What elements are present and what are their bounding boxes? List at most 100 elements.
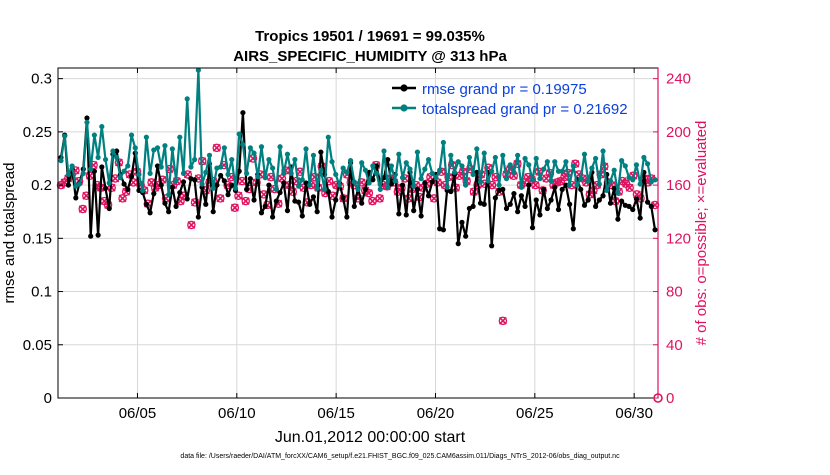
spread-point xyxy=(110,148,116,154)
rmse-point xyxy=(500,186,506,192)
rmse-point xyxy=(65,182,72,188)
spread-point xyxy=(307,182,313,188)
rmse-point xyxy=(448,188,454,195)
spread-point xyxy=(270,165,276,171)
spread-point xyxy=(180,170,187,176)
rmse-point xyxy=(214,182,220,188)
spread-point xyxy=(422,166,428,172)
spread-point xyxy=(515,152,521,158)
spread-point xyxy=(347,158,354,164)
spread-point xyxy=(218,164,224,170)
rmse-point xyxy=(388,181,395,187)
spread-point xyxy=(589,165,595,171)
rmse-point xyxy=(344,214,350,220)
obs-evaluated-marker xyxy=(234,191,243,200)
x-tick-label: 06/20 xyxy=(417,405,455,422)
rmse-point xyxy=(470,203,476,209)
legend: rmse grand pr = 0.19975 totalspread gran… xyxy=(392,81,628,118)
rmse-point xyxy=(581,202,588,208)
spread-point xyxy=(611,167,617,173)
obs-possible-marker xyxy=(625,183,634,193)
spread-point xyxy=(474,146,480,152)
rmse-point xyxy=(422,180,428,186)
spread-point xyxy=(106,180,112,186)
obs-evaluated-marker xyxy=(230,203,239,212)
spread-point xyxy=(362,167,369,173)
rmse-point xyxy=(440,227,446,233)
obs-evaluated-marker xyxy=(111,174,120,183)
spread-point xyxy=(281,170,287,176)
rmse-point xyxy=(99,164,105,170)
spread-point xyxy=(251,150,257,156)
rmse-point xyxy=(307,201,313,207)
spread-point xyxy=(184,96,190,102)
spread-point xyxy=(262,175,268,181)
data-file-footer: data file: /Users/raeder/DAI/ATM_forcXX/… xyxy=(180,453,620,460)
spread-point xyxy=(403,160,409,166)
spread-point xyxy=(140,187,146,194)
spread-point xyxy=(244,170,250,176)
rmse-point xyxy=(128,173,135,180)
rmse-point xyxy=(229,182,235,188)
rmse-point xyxy=(600,193,606,199)
spread-point xyxy=(117,175,123,181)
obs-evaluated-marker xyxy=(78,205,87,214)
rmse-point xyxy=(106,205,112,212)
spread-point xyxy=(537,176,543,182)
rmse-point xyxy=(73,195,79,201)
rmse-point xyxy=(143,201,149,207)
spread-point xyxy=(459,163,465,169)
obs-possible-marker xyxy=(241,196,250,206)
spread-point xyxy=(277,144,283,150)
rmse-point xyxy=(607,200,614,206)
spread-point xyxy=(652,177,658,183)
obs-evaluated-marker xyxy=(498,316,507,325)
spread-point xyxy=(604,187,610,194)
spread-point xyxy=(91,132,97,138)
rmse-point xyxy=(648,203,654,209)
spread-point xyxy=(518,184,524,190)
x-tick-label: 06/25 xyxy=(516,405,554,422)
rmse-point xyxy=(511,191,517,197)
y-right-tick-label: 240 xyxy=(666,71,691,88)
rmse-point xyxy=(403,212,409,218)
y-left-tick-label: 0.3 xyxy=(31,71,52,88)
obs-evaluated-marker xyxy=(625,183,634,192)
rmse-point xyxy=(515,209,521,215)
rmse-point xyxy=(373,163,380,169)
rmse-point xyxy=(147,210,153,216)
spread-point xyxy=(555,168,562,174)
spread-point xyxy=(437,167,443,173)
spread-point xyxy=(76,181,83,187)
spread-point xyxy=(533,155,539,162)
x-tick-label: 06/10 xyxy=(218,405,256,422)
spread-point xyxy=(177,134,183,140)
rmse-point xyxy=(210,209,216,215)
rmse-point xyxy=(630,206,636,213)
spread-point xyxy=(455,159,461,165)
rmse-point xyxy=(593,203,599,209)
spread-point xyxy=(292,156,298,163)
spread-point xyxy=(451,169,458,175)
rmse-point xyxy=(166,209,172,215)
rmse-point xyxy=(541,186,547,192)
rmse-point xyxy=(533,197,539,203)
obs-evaluated-marker xyxy=(212,143,221,152)
spread-point xyxy=(637,181,643,187)
rmse-point xyxy=(88,233,94,239)
spread-point xyxy=(607,178,614,184)
spread-point xyxy=(466,154,472,161)
spread-point xyxy=(630,177,636,183)
obs-possible-marker xyxy=(234,191,243,200)
spread-point xyxy=(95,154,101,161)
spread-point xyxy=(199,181,205,187)
rmse-point xyxy=(555,206,562,213)
spread-point xyxy=(563,159,569,165)
rmse-point xyxy=(537,212,543,218)
rmse-point xyxy=(247,176,253,182)
spread-point xyxy=(559,168,565,174)
spread-point xyxy=(166,192,172,198)
rmse-point xyxy=(399,182,406,188)
spread-point xyxy=(169,146,175,152)
rmse-point xyxy=(125,186,131,192)
